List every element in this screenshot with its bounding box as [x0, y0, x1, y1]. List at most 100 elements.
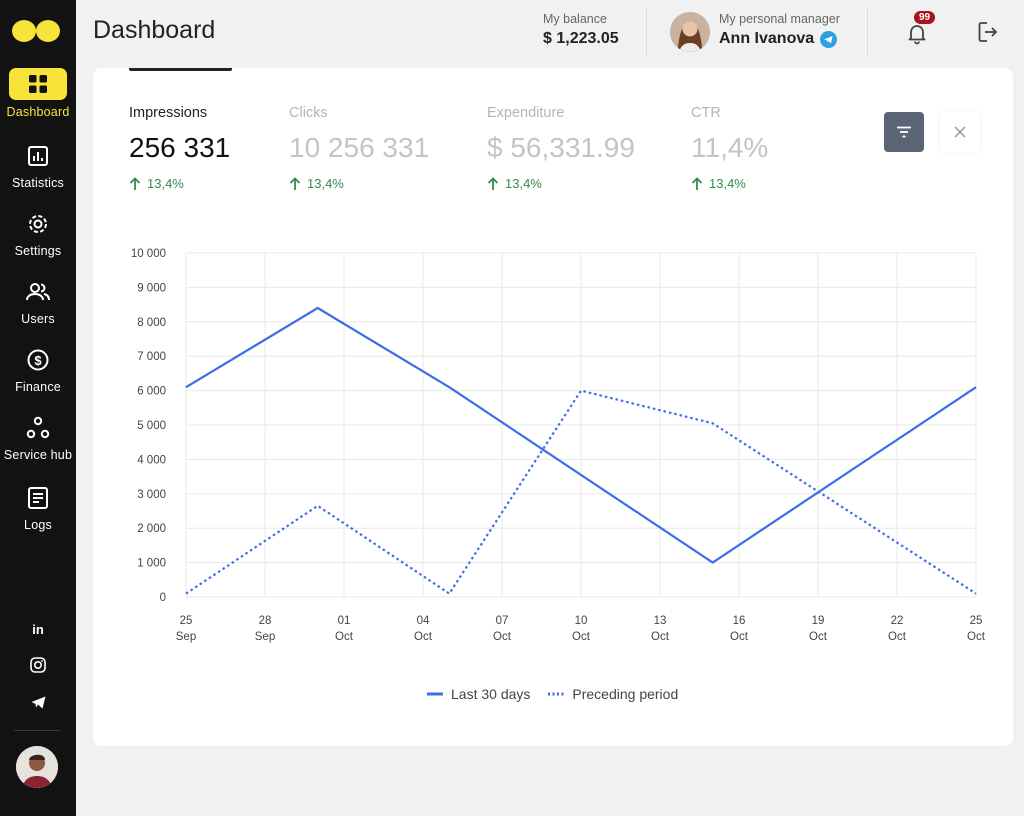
sidebar: Dashboard Statistics Settings Users $ Fi…	[0, 0, 76, 816]
svg-text:in: in	[32, 622, 44, 636]
metric-clicks[interactable]: Clicks 10 256 331 13,4%	[289, 105, 429, 191]
settings-icon	[29, 215, 47, 233]
instagram-icon	[30, 657, 46, 673]
metric-change: 13,4%	[691, 176, 768, 191]
x-tick-label: 25	[970, 615, 983, 627]
metric-expenditure[interactable]: Expenditure $ 56,331.99 13,4%	[487, 105, 635, 191]
telegram-icon	[31, 696, 45, 708]
balance-label: My balance	[543, 12, 607, 26]
legend-item-preceding-period[interactable]: Preceding period	[548, 686, 678, 702]
sidebar-item-dashboard[interactable]: Dashboard	[0, 68, 76, 130]
instagram-link[interactable]	[0, 653, 76, 677]
sidebar-item-label: Finance	[15, 380, 61, 394]
sidebar-item-settings[interactable]: Settings	[0, 210, 76, 272]
dashboard-icon	[29, 75, 47, 93]
balance: My balance $ 1,223.05	[543, 12, 619, 48]
x-tick-label: Oct	[493, 631, 512, 643]
linkedin-icon: in	[32, 622, 44, 636]
metric-name: Impressions	[129, 105, 208, 121]
metric-change: 13,4%	[289, 176, 429, 191]
close-button[interactable]	[940, 112, 980, 152]
header-divider	[867, 8, 868, 56]
manager-name-link[interactable]: Ann Ivanova	[719, 30, 840, 48]
filter-button[interactable]	[884, 112, 924, 152]
metric-change-value: 13,4%	[505, 176, 542, 191]
telegram-link[interactable]	[0, 690, 76, 714]
filter-icon	[897, 126, 911, 138]
x-tick-label: 19	[812, 615, 825, 627]
metric-change: 13,4%	[129, 176, 230, 191]
y-tick-label: 8 000	[137, 317, 166, 329]
page-title: Dashboard	[93, 16, 216, 44]
metric-impressions[interactable]: Impressions 256 331 13,4%	[129, 105, 230, 191]
linkedin-link[interactable]: in	[0, 617, 76, 641]
metric-change-value: 13,4%	[147, 176, 184, 191]
legend-label: Last 30 days	[451, 686, 531, 702]
y-tick-label: 4 000	[137, 454, 166, 466]
avatar[interactable]	[16, 746, 58, 788]
sidebar-divider	[14, 730, 60, 731]
manager-photo-icon	[670, 12, 710, 52]
bell-icon[interactable]	[904, 20, 930, 46]
y-tick-label: 10 000	[131, 248, 166, 260]
legend-item-last-30-days[interactable]: Last 30 days	[427, 686, 530, 702]
sidebar-item-statistics[interactable]: Statistics	[0, 142, 76, 204]
arrow-up-icon	[487, 176, 499, 190]
x-tick-label: Oct	[809, 631, 828, 643]
x-tick-label: 13	[654, 615, 667, 627]
statistics-icon	[28, 146, 48, 166]
arrow-up-icon	[129, 176, 141, 190]
metric-change: 13,4%	[487, 176, 635, 191]
x-tick-label: 25	[180, 615, 193, 627]
y-tick-label: 2 000	[137, 523, 166, 535]
x-tick-label: 22	[891, 615, 904, 627]
metric-value: 256 331	[129, 132, 231, 163]
x-tick-label: Sep	[176, 631, 196, 643]
sidebar-item-label: Users	[21, 312, 55, 326]
x-tick-label: 16	[733, 615, 746, 627]
logout-icon[interactable]	[976, 20, 1000, 44]
legend-solid-swatch	[427, 692, 443, 696]
series-line-last-30-days	[185, 306, 977, 564]
x-tick-label: Oct	[730, 631, 749, 643]
sidebar-item-label: Service hub	[3, 448, 73, 462]
personal-manager: My personal manager Ann Ivanova	[719, 12, 840, 48]
sidebar-item-service-hub[interactable]: Service hub	[0, 414, 76, 476]
logs-icon	[28, 487, 48, 509]
arrow-up-icon	[691, 176, 703, 190]
sidebar-item-label: Settings	[14, 244, 62, 258]
x-tick-label: Oct	[572, 631, 591, 643]
x-tick-label: 10	[575, 615, 588, 627]
service-hub-icon	[26, 416, 50, 439]
x-tick-label: 07	[496, 615, 509, 627]
close-icon	[954, 126, 966, 138]
card-tab-indicator	[129, 68, 232, 71]
sidebar-item-logs[interactable]: Logs	[0, 484, 76, 546]
metric-change-value: 13,4%	[709, 176, 746, 191]
notification-badge: 99	[914, 11, 936, 24]
x-tick-label: Oct	[888, 631, 907, 643]
dashboard-card	[93, 68, 1013, 746]
line-chart: 0 1 000 2 000 3 000 4 000 5 000 6 000 7 000 8 00…	[131, 248, 986, 643]
users-icon	[26, 283, 50, 301]
y-tick-label: 5 000	[137, 420, 166, 432]
x-tick-label: Oct	[967, 631, 986, 643]
telegram-icon[interactable]	[820, 30, 838, 48]
logo[interactable]	[12, 20, 64, 42]
metric-name: CTR	[691, 105, 721, 121]
sidebar-item-label: Logs	[24, 518, 52, 532]
sidebar-item-users[interactable]: Users	[0, 278, 76, 340]
sidebar-item-finance[interactable]: $ Finance	[0, 346, 76, 408]
svg-text:$: $	[34, 353, 42, 368]
y-tick-label: 3 000	[137, 489, 166, 501]
metric-ctr[interactable]: CTR 11,4% 13,4%	[691, 105, 768, 191]
metric-name: Clicks	[289, 105, 328, 121]
metric-name: Expenditure	[487, 105, 565, 121]
y-tick-label: 7 000	[137, 351, 166, 363]
metric-value: 11,4%	[691, 132, 769, 163]
metric-value: 10 256 331	[289, 132, 430, 163]
manager-avatar[interactable]	[670, 12, 710, 52]
user-avatar-icon	[16, 746, 58, 788]
metric-change-value: 13,4%	[307, 176, 344, 191]
y-tick-label: 9 000	[137, 282, 166, 294]
